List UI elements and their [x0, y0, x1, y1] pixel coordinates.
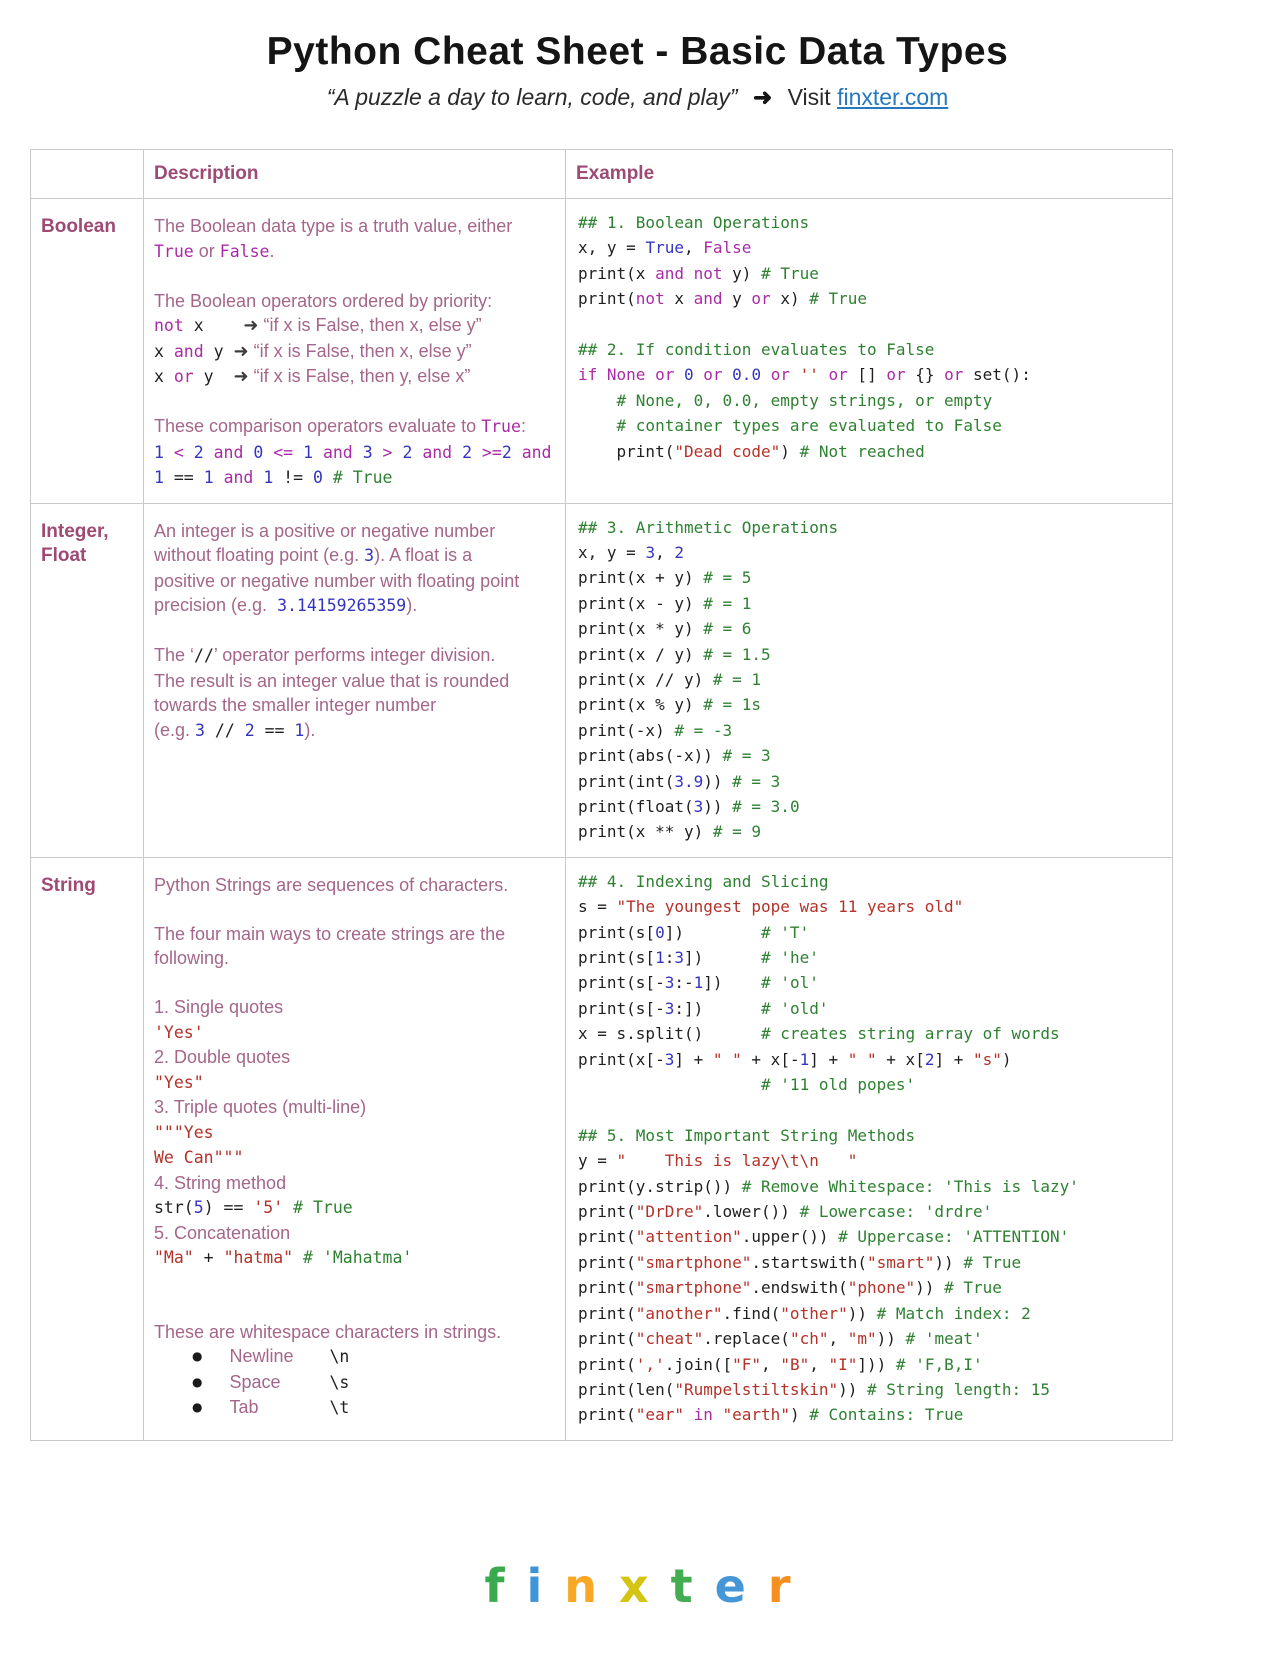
corner-cell	[30, 149, 144, 199]
string-example-code: ## 4. Indexing and Slicing s = "The young…	[565, 856, 1173, 1441]
row-label-string: String	[30, 856, 144, 1441]
arrow-right-icon: ➜	[752, 84, 773, 110]
table-row-string: String Python Strings are sequences of c…	[30, 856, 1173, 1441]
column-header-description: Description	[143, 149, 566, 199]
page-title: Python Cheat Sheet - Basic Data Types	[266, 30, 1009, 73]
subtitle: “A puzzle a day to learn, code, and play…	[0, 84, 1275, 111]
boolean-description: The Boolean data type is a truth value, …	[143, 198, 566, 504]
string-description: Python Strings are sequences of characte…	[143, 856, 566, 1441]
integer-float-example-code: ## 3. Arithmetic Operations x, y = 3, 2 pr…	[565, 502, 1173, 858]
table-row-integer-float: Integer, Float An integer is a positive …	[30, 502, 1173, 858]
boolean-example-code: ## 1. Boolean Operations x, y = True, Fal…	[565, 198, 1173, 504]
row-label-boolean: Boolean	[30, 198, 144, 504]
column-header-example: Example	[565, 149, 1173, 199]
subtitle-quote: “A puzzle a day to learn, code, and play…	[326, 84, 738, 110]
cheat-sheet-table: Description Example Boolean The Boolean …	[30, 149, 1173, 1441]
integer-float-description: An integer is a positive or negative num…	[143, 502, 566, 858]
table-row-boolean: Boolean The Boolean data type is a truth…	[30, 198, 1173, 504]
header-row: Description Example	[30, 149, 1173, 199]
row-label-integer-float: Integer, Float	[30, 502, 144, 858]
visit-text: Visit	[787, 84, 831, 110]
finxter-link[interactable]: finxter.com	[837, 84, 949, 110]
